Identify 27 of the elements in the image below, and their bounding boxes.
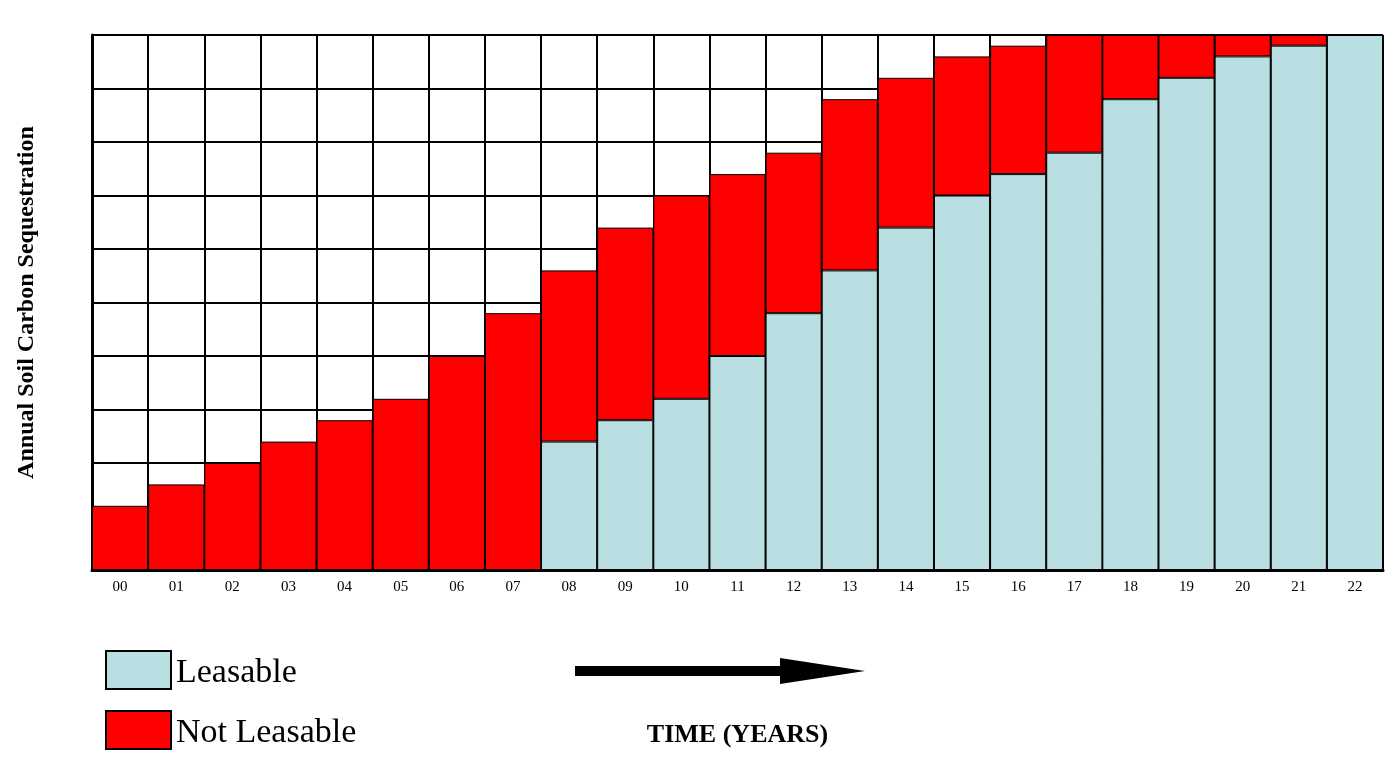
legend-label: Leasable [176,651,297,689]
x-tick-label: 18 [1122,577,1138,594]
x-tick-label: 07 [505,577,521,594]
x-tick-label: 13 [842,577,858,594]
x-tick-label: 10 [673,577,689,594]
x-tick-label: 19 [1179,577,1195,594]
legend-label: Not Leasable [176,711,357,749]
x-tick-label: 22 [1347,577,1363,594]
x-tick-label: 15 [954,577,970,594]
x-tick-label: 06 [449,577,465,594]
x-tick-label: 11 [730,577,745,594]
x-tick-label: 08 [561,577,577,594]
x-tick-label: 04 [337,577,353,594]
x-tick-label: 17 [1066,577,1083,594]
y-axis-title: Annual Soil Carbon Sequestration [12,126,38,479]
x-tick-label: 20 [1235,577,1251,594]
x-tick-label: 12 [786,577,802,594]
x-tick-label: 05 [393,577,409,594]
x-tick-label: 02 [224,577,240,594]
x-tick-label: 01 [168,577,184,594]
x-tick-label: 09 [617,577,633,594]
x-tick-label: 14 [898,577,914,594]
x-tick-label: 16 [1010,577,1027,594]
x-tick-label: 03 [280,577,296,594]
x-tick-label: 00 [112,577,128,594]
x-axis-title: TIME (YEARS) [646,718,829,748]
x-tick-label: 21 [1291,577,1307,594]
